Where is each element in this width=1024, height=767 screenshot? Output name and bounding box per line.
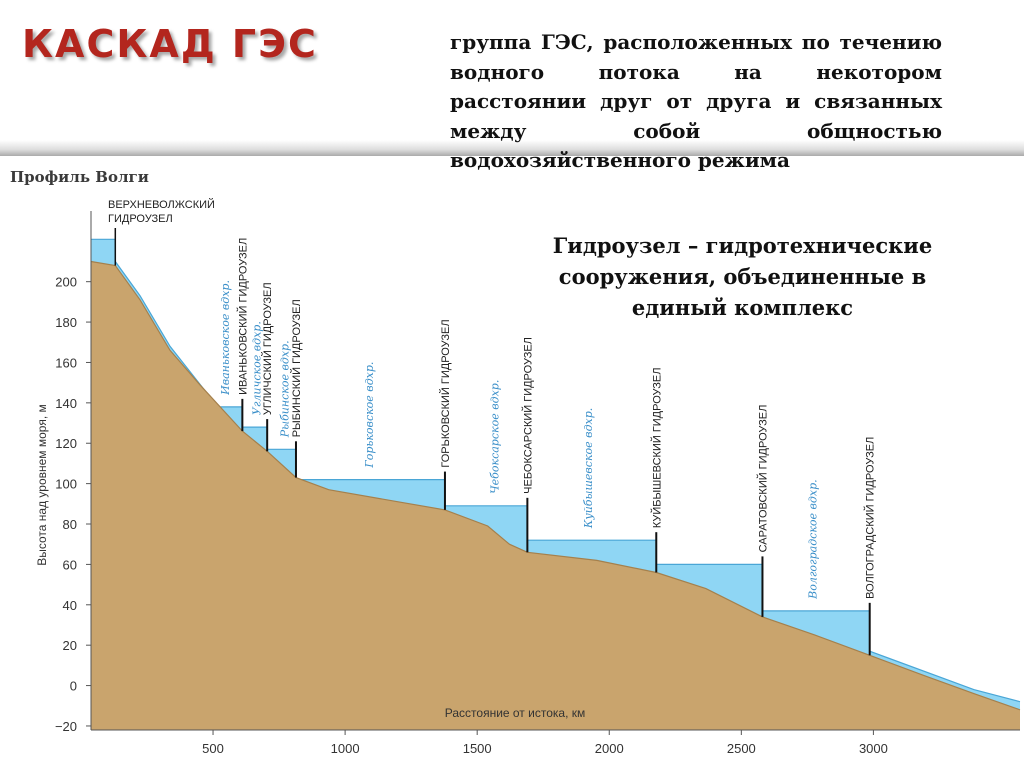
x-tick-label: 3000 [859, 741, 888, 756]
dam-label: ИВАНЬКОВСКИЙ ГИДРОУЗЕЛ [236, 238, 249, 395]
y-tick-label: 40 [63, 598, 77, 613]
dam-label: УГЛИЧСКИЙ ГИДРОУЗЕЛ [261, 282, 274, 415]
dam-label: ЧЕБОКСАРСКИЙ ГИДРОУЗЕЛ [521, 337, 534, 494]
definition: Гидроузел – гидротехнические сооружения,… [552, 233, 933, 320]
y-tick-label: 20 [63, 638, 77, 653]
y-tick-label: 60 [63, 557, 77, 572]
area-line [91, 238, 1021, 703]
y-axis-label: Высота над уровнем моря, м [35, 404, 49, 566]
chart-title: Профиль Волги [10, 168, 149, 186]
definition: группа ГЭС, расположенных по течению вод… [450, 30, 942, 172]
dam-label: РЫБИНСКИЙ ГИДРОУЗЕЛ [290, 299, 303, 437]
x-tick-label: 500 [202, 741, 224, 756]
y-tick-label: 80 [63, 517, 77, 532]
y-tick-label: 200 [55, 275, 77, 290]
y-tick-label: 120 [55, 436, 77, 451]
x-tick-label: 1000 [331, 741, 360, 756]
y-tick-label: 100 [55, 477, 77, 492]
reservoir-label: Горьковское вдхр. [363, 362, 376, 469]
y-tick-label: 0 [70, 679, 77, 694]
area-line [90, 260, 1021, 711]
x-tick-label: 2000 [595, 741, 624, 756]
y-tick-label: 180 [55, 315, 77, 330]
dam-label: ГОРЬКОВСКИЙ ГИДРОУЗЕЛ [439, 319, 452, 467]
dam-label: КУЙБЫШЕВСКИЙ ГИДРОУЗЕЛ [650, 367, 663, 528]
reservoir-label: Чебоксарское вдхр. [488, 380, 501, 494]
x-axis-label: Расстояние от истока, км [445, 706, 585, 720]
area-fill [91, 261, 1020, 730]
y-tick-label: −20 [55, 719, 77, 734]
dam-label: ВОЛГОГРАДСКИЙ ГИДРОУЗЕЛ [864, 437, 877, 599]
header-band [0, 140, 1024, 156]
x-tick-label: 2500 [727, 741, 756, 756]
reservoir-label: Рыбинское вдхр. [278, 340, 291, 438]
y-tick-label: 140 [55, 396, 77, 411]
reservoir-label: Иваньковское вдхр. [219, 280, 232, 396]
dam-label: ВЕРХНЕВОЛЖСКИЙ ГИДРОУЗЕЛ [108, 199, 215, 225]
x-tick-label: 1500 [463, 741, 492, 756]
reservoir-label: Угличское вдхр. [251, 321, 264, 415]
reservoir-label: Волгоградское вдхр. [807, 479, 820, 600]
y-tick-label: 160 [55, 355, 77, 370]
dam-label: САРАТОВСКИЙ ГИДРОУЗЕЛ [756, 405, 769, 553]
reservoir-label: Куйбышевское вдхр. [582, 408, 595, 529]
slide-title: КАСКАД ГЭС [22, 22, 318, 66]
